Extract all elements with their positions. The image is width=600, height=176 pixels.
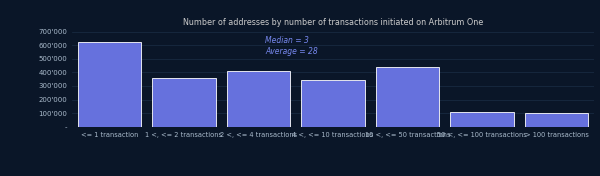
Bar: [525, 113, 589, 127]
Bar: [451, 112, 514, 127]
Bar: [227, 71, 290, 127]
Text: Number of addresses by number of transactions initiated on Arbitrum One: Number of addresses by number of transac…: [183, 18, 483, 27]
Bar: [152, 78, 215, 127]
Text: Median = 3: Median = 3: [265, 36, 309, 45]
Bar: [77, 42, 141, 127]
Bar: [301, 80, 365, 127]
Bar: [376, 67, 439, 127]
Text: Average = 28: Average = 28: [265, 48, 318, 56]
